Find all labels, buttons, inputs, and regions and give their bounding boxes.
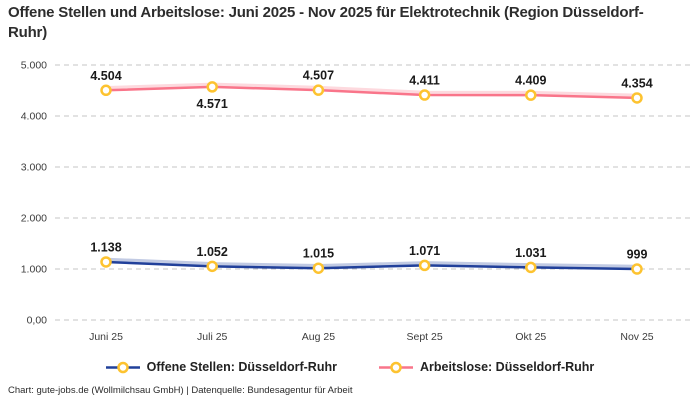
- data-point-marker: [312, 262, 325, 274]
- x-axis-tick-label: Sept 25: [406, 331, 442, 343]
- line-marker-icon: [378, 361, 413, 373]
- data-point-marker: [631, 263, 643, 275]
- y-axis-tick-label: 2.000: [21, 213, 47, 225]
- data-point-value-label: 999: [627, 248, 648, 262]
- chart-source-attribution: Chart: gute-jobs.de (Wollmilchsau GmbH) …: [8, 385, 353, 396]
- data-point-value-label: 4.571: [197, 97, 228, 111]
- legend-label: Arbeitslose: Düsseldorf-Ruhr: [419, 360, 595, 374]
- y-axis-tick-label: 4.000: [21, 111, 47, 123]
- data-point-value-label: 1.138: [90, 240, 121, 254]
- x-axis-tick-label: Aug 25: [302, 331, 335, 343]
- data-point-marker: [100, 84, 112, 97]
- legend-label: Offene Stellen: Düsseldorf-Ruhr: [146, 360, 337, 374]
- data-point-value-label: 4.411: [409, 74, 440, 88]
- data-point-marker: [206, 260, 218, 273]
- data-point-value-label: 1.052: [197, 245, 228, 259]
- data-point-marker: [418, 259, 431, 272]
- x-axis-tick-label: Nov 25: [620, 331, 653, 343]
- data-point-value-label: 1.015: [303, 247, 334, 261]
- data-point-value-label: 4.507: [303, 69, 334, 83]
- y-axis-tick-label: 1.000: [21, 264, 47, 276]
- data-point-marker: [100, 256, 112, 268]
- chart-title: Offene Stellen und Arbeitslose: Juni 202…: [8, 4, 644, 41]
- data-point-marker: [418, 89, 431, 101]
- x-axis-tick-label: Juli 25: [197, 331, 228, 343]
- y-axis-tick-label: 0,00: [27, 315, 48, 327]
- line-chart: 5.000 4.000 3.000 2.000 1.000 0,00 Juni 25 Juli…: [21, 60, 692, 343]
- x-axis-tick-label: Juni 25: [89, 331, 123, 343]
- data-point-value-label: 4.354: [621, 76, 652, 90]
- y-axis-tick-label: 3.000: [21, 162, 47, 174]
- x-axis-tick-label: Okt 25: [515, 331, 546, 343]
- data-point-marker: [631, 92, 643, 104]
- series-line: [104, 260, 639, 271]
- series-line-halo: [104, 82, 641, 99]
- line-marker-icon: [105, 361, 140, 373]
- series-line: [104, 85, 639, 100]
- legend-item-offene-stellen[interactable]: Offene Stellen: Düsseldorf-Ruhr: [105, 360, 337, 374]
- data-point-value-label: 1.071: [409, 244, 440, 258]
- data-point-marker: [206, 81, 218, 93]
- chart-legend: Offene Stellen: Düsseldorf-Ruhr Arbeitsl…: [0, 360, 700, 374]
- data-point-value-label: 4.504: [90, 69, 121, 83]
- legend-item-arbeitslose[interactable]: Arbeitslose: Düsseldorf-Ruhr: [378, 360, 595, 374]
- data-point-marker: [312, 84, 325, 96]
- data-point-value-label: 1.031: [515, 246, 546, 260]
- y-axis-tick-label: 5.000: [21, 60, 47, 72]
- data-point-marker: [525, 89, 537, 101]
- data-point-value-label: 4.409: [515, 74, 546, 88]
- series-line-halo: [104, 257, 641, 270]
- data-point-marker: [525, 261, 537, 274]
